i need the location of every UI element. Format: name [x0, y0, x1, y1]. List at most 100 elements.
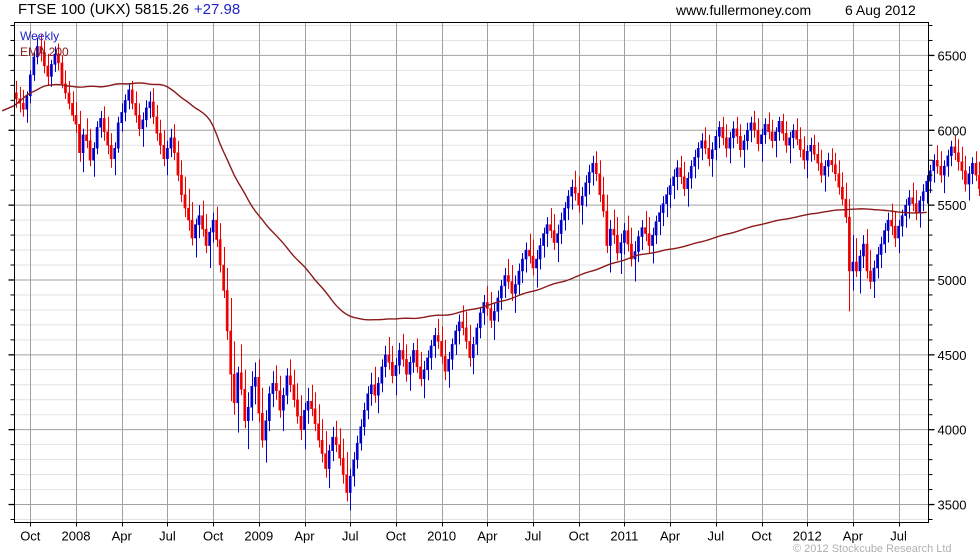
candle-body [25, 95, 29, 110]
candle-body [928, 170, 932, 182]
candle-body [253, 377, 257, 387]
candle-body [134, 103, 138, 116]
candle-body [819, 162, 823, 176]
x-axis-tick-label: Oct [20, 529, 41, 544]
candle-body [50, 64, 53, 77]
candle-body [542, 233, 545, 246]
candle-body [299, 415, 303, 430]
candle-body [116, 122, 120, 149]
x-axis-tick-label: Jul [708, 529, 725, 544]
candle-body [433, 335, 436, 347]
candle-body [732, 128, 735, 139]
candle-body [872, 267, 876, 282]
copyright-notice: © 2012 Stockcube Research Ltd [793, 543, 952, 555]
candle-body [503, 275, 507, 287]
candle-body [781, 121, 784, 134]
candle-body [137, 115, 141, 130]
candle-body [900, 215, 904, 227]
candle-body [746, 130, 749, 142]
candle-body [689, 165, 693, 179]
candle-body [208, 231, 211, 246]
candle-body [289, 375, 292, 386]
candle-body [717, 127, 721, 137]
plot-frame [14, 22, 929, 523]
candle-body [932, 159, 936, 171]
candle-body [918, 200, 922, 213]
candle-body [264, 420, 268, 441]
candle-body [788, 137, 791, 146]
candle-body [320, 439, 324, 454]
candle-body [876, 254, 879, 269]
candle-body [443, 356, 447, 372]
candle-body [190, 219, 194, 239]
candle-body [159, 133, 162, 146]
candle-body [623, 230, 626, 243]
candle-body [950, 146, 953, 156]
y-axis-tick-label: 6000 [938, 123, 967, 138]
candle-body [971, 162, 974, 174]
candle-body [883, 230, 886, 245]
candle-body [563, 207, 566, 221]
candle-body [201, 215, 204, 230]
chart-header: FTSE 100 (UKX) 5815.26 +27.98 www.fullerm… [0, 0, 980, 22]
candle-body [246, 406, 250, 421]
candle-body [387, 354, 391, 363]
candle-body [865, 243, 869, 272]
ema200-line [1, 82, 927, 321]
candle-body [728, 137, 732, 149]
candle-body [514, 284, 517, 294]
candle-body [429, 345, 433, 359]
candle-body [380, 366, 384, 384]
candle-body [714, 136, 718, 150]
candle-body [447, 359, 450, 372]
candle-body [763, 124, 767, 136]
candle-body [844, 198, 848, 218]
candle-body [668, 185, 672, 195]
candle-body [879, 243, 883, 255]
candle-body [28, 74, 32, 97]
candle-body [173, 137, 176, 153]
candle-body [809, 145, 813, 152]
candle-body [317, 423, 320, 441]
candle-body [500, 285, 503, 299]
y-axis-tick-label: 5000 [938, 273, 967, 288]
candle-body [60, 62, 64, 85]
candle-body [74, 115, 78, 125]
candle-body [377, 383, 380, 396]
candle-body [130, 89, 134, 104]
candle-body [939, 165, 943, 176]
candle-body [99, 118, 102, 128]
candle-body [978, 174, 980, 189]
candle-body [651, 234, 654, 246]
candle-body [152, 101, 155, 118]
candle-body [313, 408, 317, 424]
candle-body [707, 147, 711, 159]
candle-body [609, 228, 612, 246]
y-axis-tick-label: 5500 [938, 198, 967, 213]
x-axis-labels: Oct 2008 Apr Jul Oct 2009 Apr Jul Oct 2010 Apr Jul O… [20, 522, 907, 544]
instrument-quote: FTSE 100 (UKX) 5815.26 +27.98 [18, 1, 240, 18]
candle-body [493, 311, 496, 321]
candle-body [848, 216, 851, 272]
candle-body [830, 159, 834, 165]
candle-body [753, 122, 756, 131]
y-axis-tick-label: 4500 [938, 348, 967, 363]
y-axis-tick-label: 3500 [938, 498, 967, 513]
candle-body [71, 103, 74, 116]
candle-body [577, 192, 581, 206]
candle-body [816, 153, 820, 164]
candle-body [43, 52, 46, 67]
candle-body [756, 130, 760, 145]
candle-body [556, 233, 559, 243]
candle-body [654, 221, 658, 236]
candle-body [92, 147, 95, 161]
candle-body [57, 53, 60, 64]
price-change: +27.98 [193, 1, 241, 18]
candle-body [461, 321, 465, 329]
candle-body [862, 243, 865, 257]
candle-body [612, 228, 616, 236]
candle-body [869, 270, 872, 282]
candle-body [401, 350, 405, 360]
